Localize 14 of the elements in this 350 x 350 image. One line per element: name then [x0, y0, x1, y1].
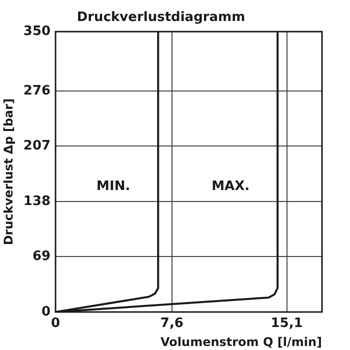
y-tick-label: 276	[23, 83, 51, 98]
y-tick-label: 138	[23, 194, 51, 209]
x-tick-label: 15,1	[270, 316, 303, 332]
y-tick-label: 207	[23, 138, 51, 154]
text: MIN.	[96, 179, 130, 194]
x-tick-label: 0	[51, 316, 60, 332]
text: MAX.	[212, 179, 250, 194]
x-tick-label: 7,6	[160, 316, 184, 332]
chart-title: Druckverlustdiagramm	[76, 10, 246, 26]
y-tick-label: 69	[32, 249, 51, 264]
y-tick-label: 350	[23, 24, 51, 39]
y-axis-title: Druckverlust Δp [bar]	[1, 98, 16, 246]
x-axis-title: Volumenstrom Q [l/min]	[160, 334, 322, 349]
y-tick-label: 0	[41, 304, 51, 320]
